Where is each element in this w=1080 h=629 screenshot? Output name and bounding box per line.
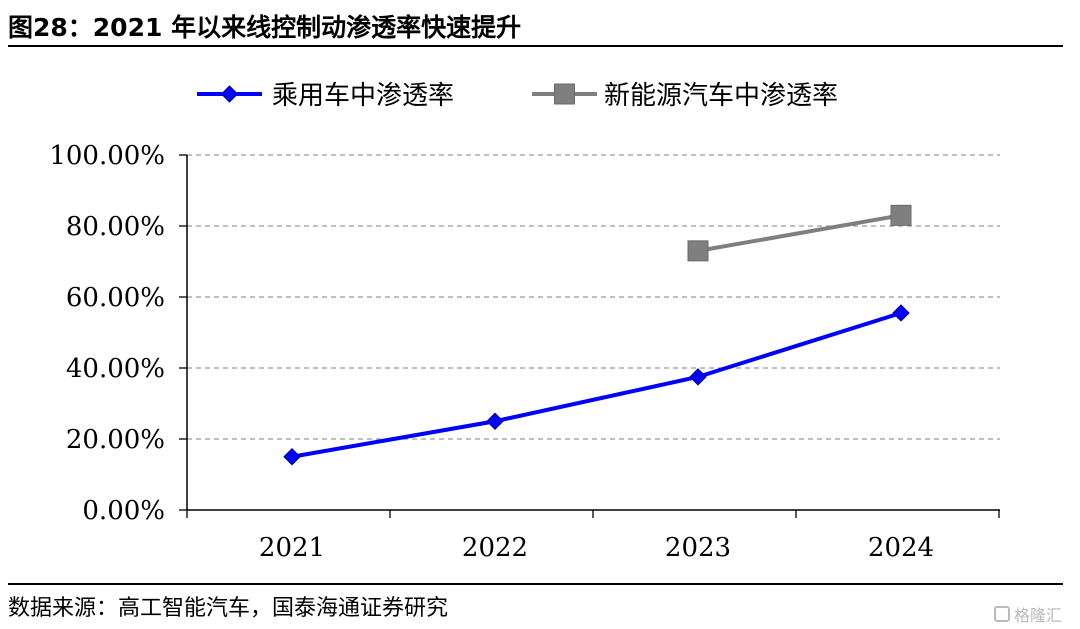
y-tick-label: 60.00%	[66, 283, 165, 313]
watermark: 格隆汇	[994, 603, 1072, 625]
legend-label-1: 乘用车中渗透率	[272, 81, 454, 111]
y-tick-label: 20.00%	[66, 425, 165, 455]
legend-marker-1	[220, 85, 239, 103]
series-1-point	[892, 304, 910, 322]
series-1-point	[283, 448, 301, 466]
watermark-text: 格隆汇	[1014, 606, 1063, 625]
top-rule	[8, 45, 1063, 47]
legend-label-2: 新能源汽车中渗透率	[604, 81, 838, 111]
x-tick-label: 2022	[462, 533, 528, 563]
source-note: 数据来源：高工智能汽车，国泰海通证券研究	[8, 596, 449, 621]
legend-marker-2	[554, 83, 575, 105]
watermark-logo-icon	[994, 606, 1010, 622]
series-2-point	[687, 240, 709, 262]
x-tick-label: 2021	[259, 533, 325, 563]
figure-title: 图28：2021 年以来线控制动渗透率快速提升	[8, 13, 522, 42]
series-2-point	[890, 204, 912, 226]
x-tick-label: 2024	[868, 533, 934, 563]
y-tick-label: 0.00%	[82, 496, 165, 526]
tick-labels: 0.00% 20.00% 40.00% 60.00% 80.00% 100.00% 2021…	[49, 141, 934, 563]
series-line-2	[697, 213, 902, 253]
y-tick-label: 80.00%	[66, 212, 165, 242]
series-1-point	[689, 368, 707, 386]
legend: 乘用车中渗透率 新能源汽车中渗透率	[197, 81, 838, 111]
bottom-rule	[8, 583, 1063, 585]
x-tick-label: 2023	[665, 533, 731, 563]
y-tick-label: 40.00%	[66, 354, 165, 384]
series-line-1	[291, 311, 902, 459]
series-1-point	[486, 412, 504, 430]
gridlines	[187, 154, 1000, 440]
series-layer	[283, 204, 912, 466]
y-tick-label: 100.00%	[49, 141, 165, 171]
axes	[179, 154, 1000, 518]
